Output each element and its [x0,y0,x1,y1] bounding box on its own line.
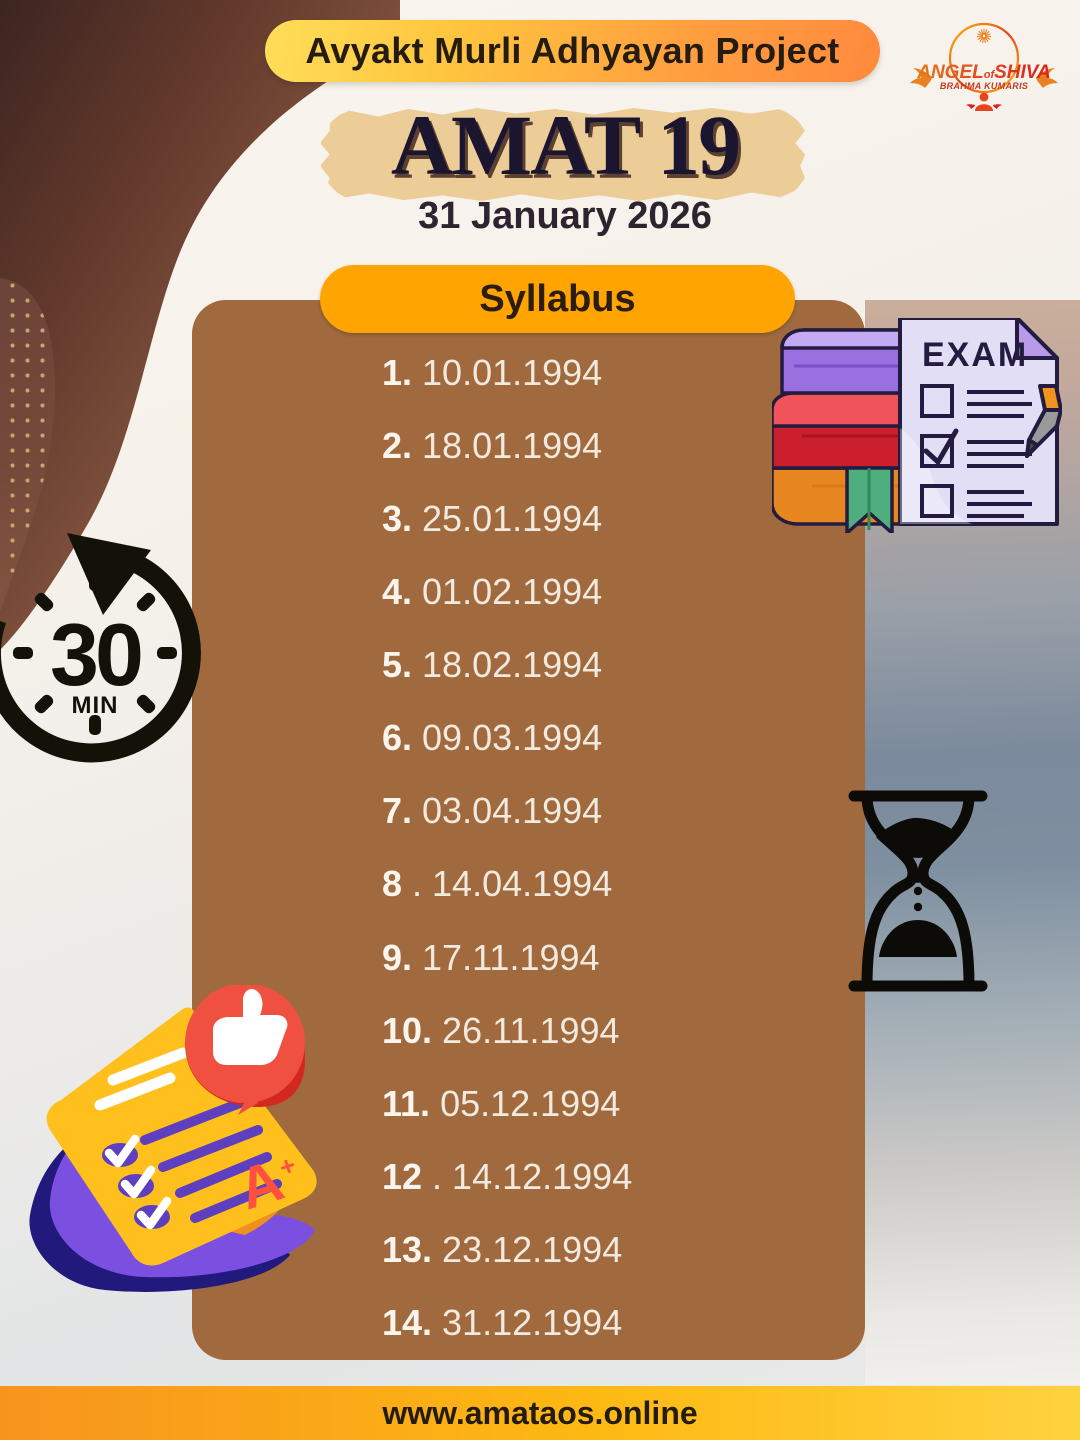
svg-text:MIN: MIN [72,692,119,719]
svg-text:EXAM: EXAM [922,336,1028,374]
svg-text:ANGELofSHIVA: ANGELofSHIVA [916,62,1051,83]
svg-text:BRAHMA KUMARIS: BRAHMA KUMARIS [940,81,1028,91]
svg-text:30: 30 [50,605,141,704]
